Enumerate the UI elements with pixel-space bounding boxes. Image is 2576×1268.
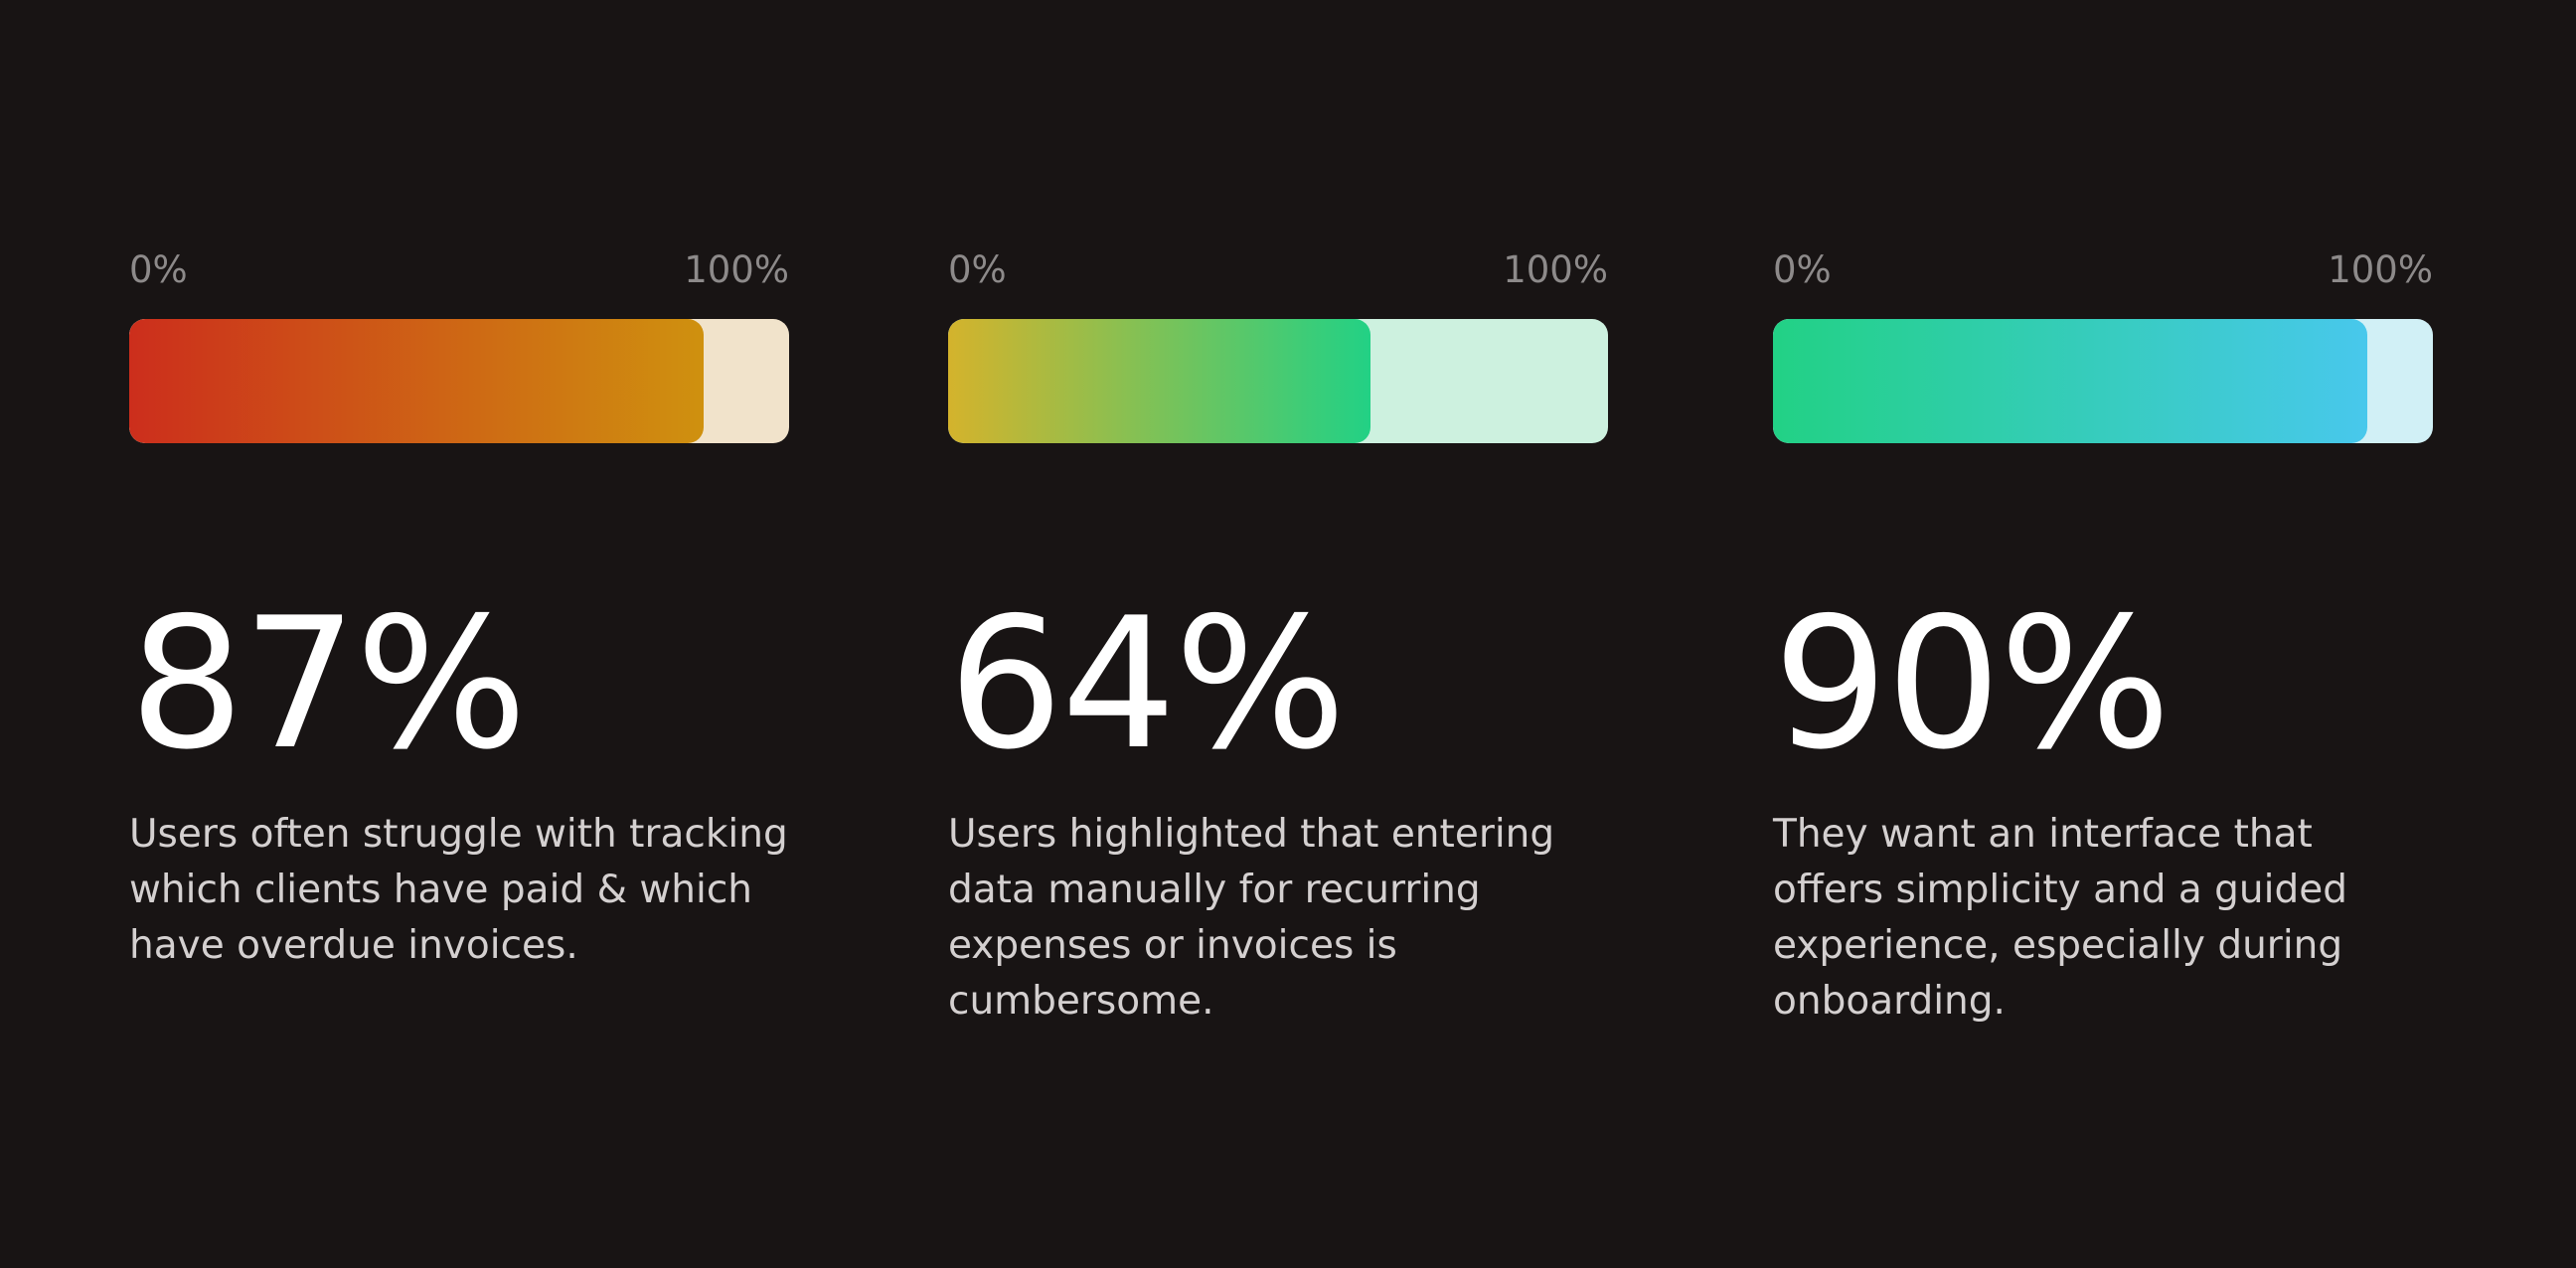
progress-fill (948, 319, 1370, 443)
progress-scale: 0% 100% (1773, 246, 2433, 294)
scale-max-label: 100% (684, 248, 789, 291)
scale-max-label: 100% (2328, 248, 2433, 291)
stat-description: Users often struggle with tracking which… (129, 812, 788, 968)
progress-track (948, 319, 1608, 443)
progress-fill (129, 319, 704, 443)
progress-scale: 0% 100% (129, 246, 789, 294)
stat-description: They want an interface that offers simpl… (1773, 812, 2347, 1024)
progress-fill (1773, 319, 2367, 443)
stat-description: Users highlighted that entering data man… (948, 812, 1555, 1024)
percent-value: 90% (1773, 578, 2172, 789)
progress-track (1773, 319, 2433, 443)
scale-min-label: 0% (129, 248, 188, 291)
percent-value: 87% (129, 578, 528, 789)
scale-min-label: 0% (948, 248, 1007, 291)
progress-scale: 0% 100% (948, 246, 1608, 294)
scale-max-label: 100% (1503, 248, 1608, 291)
percent-value: 64% (948, 578, 1347, 789)
progress-track (129, 319, 789, 443)
scale-min-label: 0% (1773, 248, 1832, 291)
